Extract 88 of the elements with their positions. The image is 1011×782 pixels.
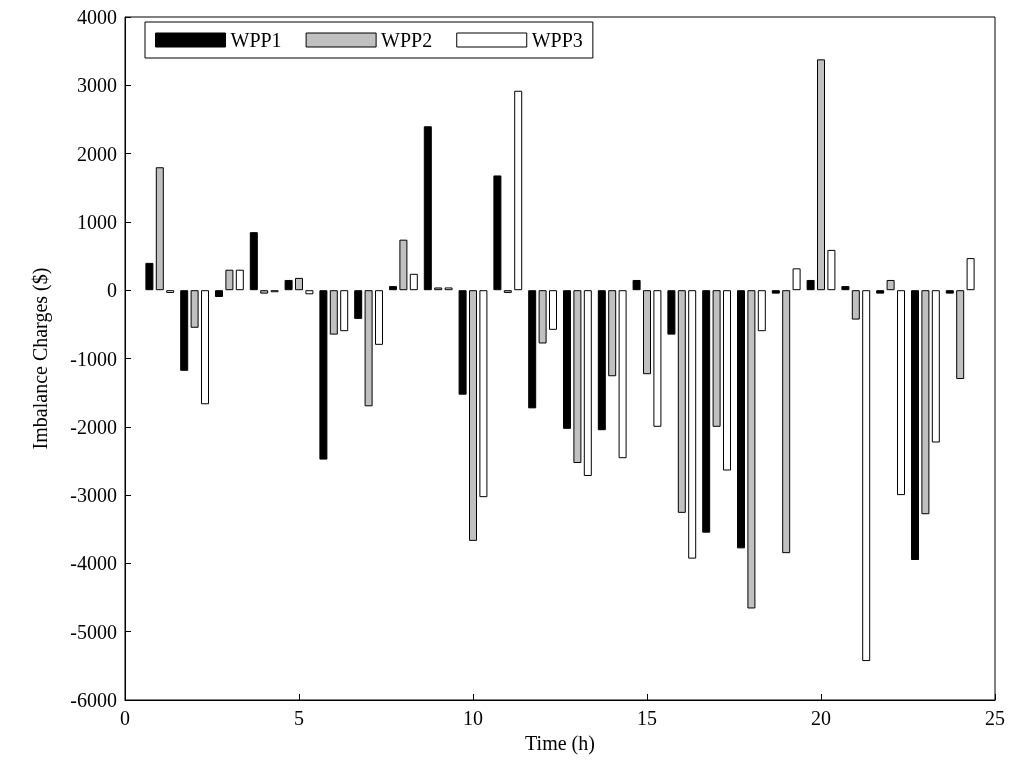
bar [235, 269, 244, 291]
bar [528, 290, 537, 409]
bar [375, 290, 383, 345]
bar [409, 273, 418, 291]
bar [747, 290, 756, 609]
bar [563, 290, 571, 429]
bar [618, 290, 627, 459]
y-tick-label: 1000 [77, 210, 117, 233]
y-tick-label: -5000 [70, 620, 117, 643]
bar [723, 290, 731, 471]
bar [643, 290, 651, 375]
bar [806, 279, 815, 291]
bar [667, 290, 676, 335]
bar [145, 262, 154, 291]
x-tick-label: 20 [811, 707, 831, 729]
bar [911, 290, 919, 560]
bar [284, 279, 293, 291]
y-tick-label: -3000 [70, 484, 117, 507]
bar [514, 90, 523, 291]
bar [458, 290, 467, 395]
bar [538, 290, 547, 344]
bar [771, 290, 780, 294]
bar [364, 290, 373, 407]
legend-label: WPP3 [531, 29, 583, 51]
bar [190, 290, 199, 328]
x-tick-label: 10 [463, 707, 483, 729]
bar [155, 167, 164, 291]
y-tick-label: -1000 [70, 347, 117, 370]
bar [921, 290, 930, 515]
bar [469, 290, 477, 541]
y-tick-label: -6000 [70, 689, 117, 711]
bar [354, 290, 363, 319]
y-tick-label: -4000 [70, 552, 117, 575]
bar [215, 290, 223, 298]
x-tick-label: 25 [985, 707, 1005, 729]
bar [876, 290, 885, 294]
bar [493, 175, 502, 291]
bar [712, 290, 721, 427]
bar [597, 290, 606, 431]
y-tick-label: 4000 [77, 6, 117, 28]
y-tick-label: 3000 [77, 74, 117, 97]
bar [340, 290, 349, 332]
bar [862, 290, 871, 662]
bar [632, 279, 641, 291]
bar [225, 269, 234, 291]
bar [841, 286, 850, 291]
bar [329, 290, 338, 335]
bar [792, 268, 801, 291]
y-tick-label: 0 [107, 279, 117, 302]
x-tick-label: 15 [637, 707, 657, 729]
bar [608, 290, 617, 377]
bar [945, 290, 954, 294]
bar [305, 290, 314, 295]
bar [423, 126, 432, 291]
bar [757, 290, 766, 332]
x-axis-title: Time (h) [525, 731, 595, 755]
bar [782, 290, 791, 554]
y-tick-label: -2000 [70, 415, 117, 438]
bar [653, 290, 662, 427]
bar [549, 290, 557, 330]
bar [479, 290, 488, 498]
bar [260, 290, 269, 294]
bar [931, 290, 940, 443]
bar [886, 279, 895, 291]
bar [201, 290, 209, 405]
y-axis-title: Imbalance Charges ($) [29, 267, 52, 450]
bar [737, 290, 745, 549]
bar [295, 277, 303, 291]
bar [897, 290, 905, 496]
bar [389, 286, 397, 291]
bar [180, 290, 189, 371]
bar [851, 290, 860, 320]
x-tick-label: 5 [294, 707, 304, 729]
bar [319, 290, 328, 460]
bar [817, 59, 825, 291]
bar [688, 290, 697, 559]
y-tick-label: 2000 [77, 142, 117, 165]
bar [966, 258, 975, 291]
bar [249, 232, 258, 291]
bar [583, 290, 592, 476]
legend-label: WPP1 [230, 29, 282, 51]
bar [956, 290, 965, 379]
bar [399, 239, 408, 291]
bar [677, 290, 686, 513]
bar [702, 290, 711, 533]
legend-label: WPP2 [381, 29, 433, 51]
bar [827, 249, 836, 291]
bar [573, 290, 582, 463]
